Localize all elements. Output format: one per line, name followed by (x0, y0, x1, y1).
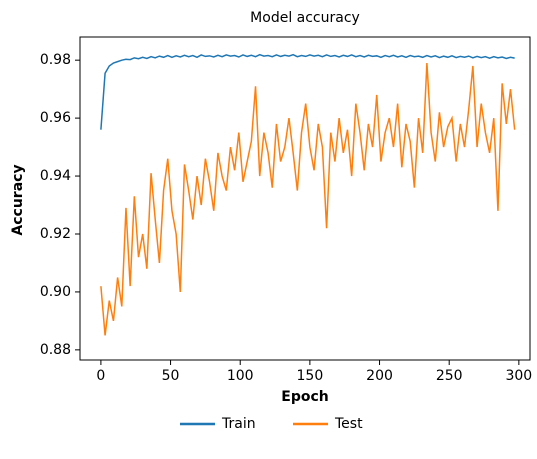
data-line (100, 53, 515, 130)
y-tick-label: 0.92 (40, 226, 71, 242)
y-tick-label: 0.98 (40, 52, 71, 68)
x-tick-label: 300 (505, 368, 532, 384)
legend-label: Test (334, 416, 363, 432)
x-tick-label: 250 (436, 368, 463, 384)
x-tick-label: 100 (227, 368, 254, 384)
y-axis-label: Accuracy (10, 164, 26, 235)
y-tick-label: 0.94 (40, 168, 71, 184)
y-tick-label: 0.90 (40, 284, 71, 300)
y-tick-label: 0.88 (40, 342, 71, 358)
data-line (100, 63, 516, 336)
legend-label: Train (221, 416, 256, 432)
chart-title: Model accuracy (250, 10, 360, 26)
x-tick-label: 200 (366, 368, 393, 384)
plot-frame (79, 36, 531, 361)
y-tick-label: 0.96 (40, 110, 71, 126)
x-tick-label: 150 (297, 368, 324, 384)
x-axis-label: Epoch (281, 389, 328, 405)
x-tick-label: 0 (96, 368, 105, 384)
x-tick-label: 50 (162, 368, 180, 384)
